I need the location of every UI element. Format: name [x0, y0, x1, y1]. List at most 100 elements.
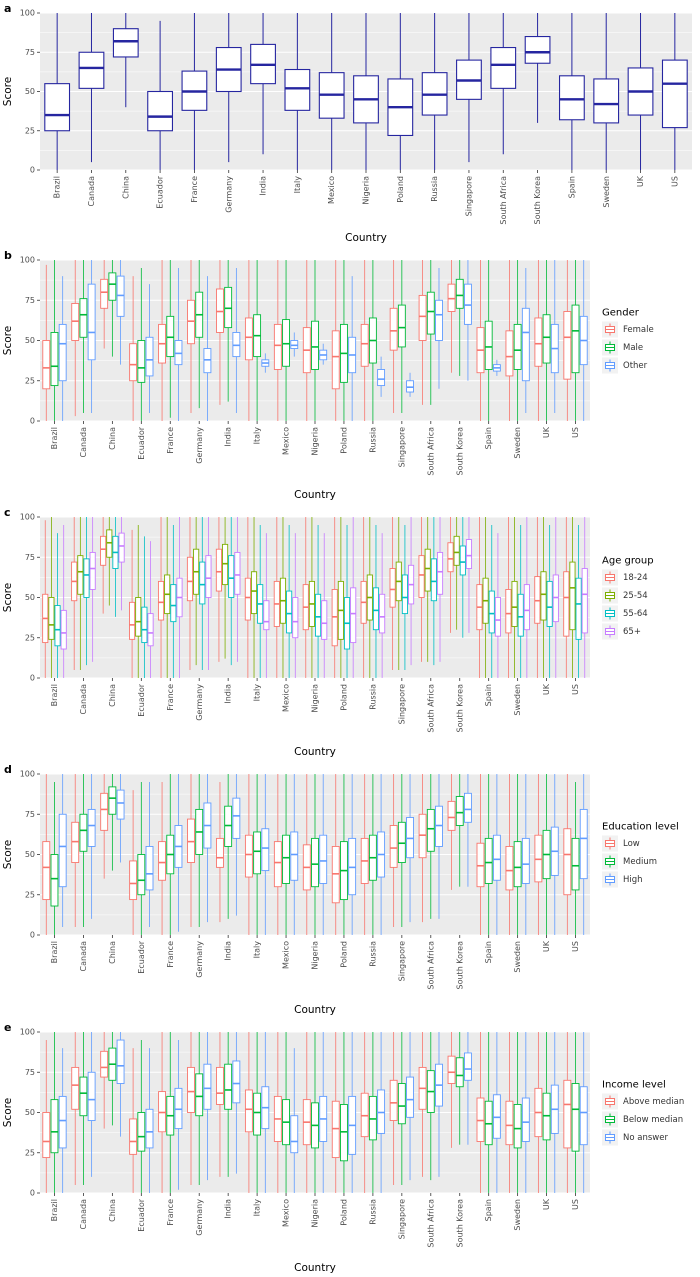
boxplot-box — [372, 587, 380, 631]
boxplot-box — [513, 323, 522, 370]
boxplot-box — [563, 1079, 572, 1149]
legend-label: Low — [623, 839, 640, 849]
y-tick-label: 0 — [30, 166, 35, 175]
boxplot-box — [216, 1066, 224, 1105]
x-tick-label: Sweden — [513, 1199, 522, 1231]
boxplot-box — [292, 597, 299, 639]
boxplot-box — [377, 1089, 386, 1134]
x-tick-label: Germany — [195, 941, 204, 978]
boxplot-box — [147, 613, 154, 647]
boxplot-box — [50, 854, 59, 907]
x-tick-label: Russia — [430, 176, 439, 202]
x-tick-label: Canada — [79, 684, 88, 715]
boxplot-box — [58, 813, 67, 888]
x-tick-label: Singapore — [397, 941, 406, 981]
x-tick-label: South Africa — [426, 941, 435, 990]
x-tick-label: South Africa — [426, 1199, 435, 1248]
boxplot-box — [476, 842, 485, 888]
x-tick-label: Sweden — [513, 941, 522, 973]
boxplot-box — [147, 90, 174, 132]
boxplot-box — [331, 330, 340, 390]
boxplot-box — [137, 854, 146, 896]
boxplot-box — [87, 808, 96, 847]
x-tick-label: Singapore — [397, 1199, 406, 1239]
x-tick-label: Sweden — [513, 684, 522, 716]
legend-label: Male — [623, 343, 643, 353]
boxplot-box — [571, 1083, 580, 1152]
boxplot-box — [459, 545, 466, 576]
boxplot-box — [129, 343, 138, 382]
y-tick-label: 75 — [25, 48, 35, 57]
x-tick-label: Canada — [79, 427, 88, 458]
boxplot-box — [145, 845, 154, 891]
x-tick-label: UK — [542, 940, 551, 952]
boxplot-box — [87, 1071, 96, 1121]
boxplot-box — [505, 588, 512, 634]
boxplot-box — [511, 580, 518, 627]
boxplot-box — [54, 605, 61, 647]
x-tick-label: Mexico — [282, 427, 291, 455]
boxplot-box — [253, 1092, 262, 1136]
boxplot-box — [145, 1108, 154, 1149]
boxplot-box — [315, 593, 322, 637]
x-tick-label: Nigeria — [362, 176, 371, 205]
boxplot-box — [464, 1052, 472, 1081]
x-tick-label: Spain — [484, 684, 493, 706]
chart-panel-b: b 0 25 50 75 100 Brazil Canada China Ecuador Franc… — [0, 247, 700, 504]
legend-label: Above median — [623, 1097, 684, 1107]
boxplot-box — [108, 272, 117, 301]
boxplot-box — [44, 83, 71, 132]
legend-label: High — [623, 875, 643, 885]
y-axis-title: Score — [2, 326, 14, 355]
x-tick-label: Russia — [368, 427, 377, 453]
x-tick-label: Brazil — [53, 176, 62, 198]
x-tick-label: Brazil — [50, 427, 59, 449]
x-tick-label: Singapore — [397, 684, 406, 724]
boxplot-box — [250, 571, 258, 615]
x-tick-label: US — [571, 1199, 580, 1210]
x-tick-label: US — [670, 176, 679, 187]
boxplot-box — [158, 1091, 166, 1133]
y-tick-label: 75 — [25, 1068, 35, 1077]
y-tick-label: 50 — [25, 87, 35, 96]
boxplot-box — [464, 283, 472, 325]
panel-e: e 0 25 50 75 100 Brazil Canada China Ecuador Franc… — [0, 1019, 700, 1277]
x-tick-label: Poland — [340, 684, 349, 711]
x-tick-label: Nigeria — [311, 684, 320, 713]
legend-label: No answer — [623, 1133, 668, 1143]
legend-label: Medium — [623, 857, 657, 867]
legend-label: 65+ — [623, 627, 641, 637]
boxplot-box — [42, 1112, 51, 1159]
boxplot-box — [71, 303, 80, 341]
boxplot-box — [542, 1092, 551, 1141]
boxplot-box — [244, 317, 253, 361]
boxplot-box — [261, 828, 270, 872]
x-tick-label: Germany — [224, 176, 233, 213]
x-tick-label: Russia — [368, 941, 377, 967]
x-tick-label: India — [224, 684, 233, 704]
x-tick-label: Mexico — [282, 684, 291, 712]
y-tick-label: 25 — [25, 633, 35, 642]
x-tick-label: China — [108, 427, 117, 450]
boxplot-box — [228, 555, 235, 598]
boxplot-box — [187, 1066, 195, 1113]
boxplot-box — [290, 340, 299, 350]
panel-c: c 0 25 50 75 100 Brazil Canada China Ecuador Franc… — [0, 504, 700, 761]
x-tick-label: France — [166, 427, 175, 454]
y-tick-label: 25 — [25, 890, 35, 899]
boxplot-box — [350, 587, 357, 644]
chart-panel-c: c 0 25 50 75 100 Brazil Canada China Ecuador Franc… — [0, 504, 700, 761]
x-tick-label: US — [571, 427, 580, 438]
x-tick-label: Brazil — [50, 941, 59, 963]
boxplot-box — [224, 286, 233, 329]
x-tick-label: Spain — [567, 176, 576, 198]
y-tick-label: 100 — [20, 9, 35, 18]
x-tick-label: UK — [542, 426, 551, 438]
boxplot-box — [455, 278, 464, 309]
boxplot-box — [106, 529, 113, 558]
x-tick-label: Italy — [293, 176, 302, 194]
boxplot-box — [418, 294, 427, 341]
boxplot-box — [224, 805, 233, 847]
boxplot-box — [215, 548, 222, 592]
